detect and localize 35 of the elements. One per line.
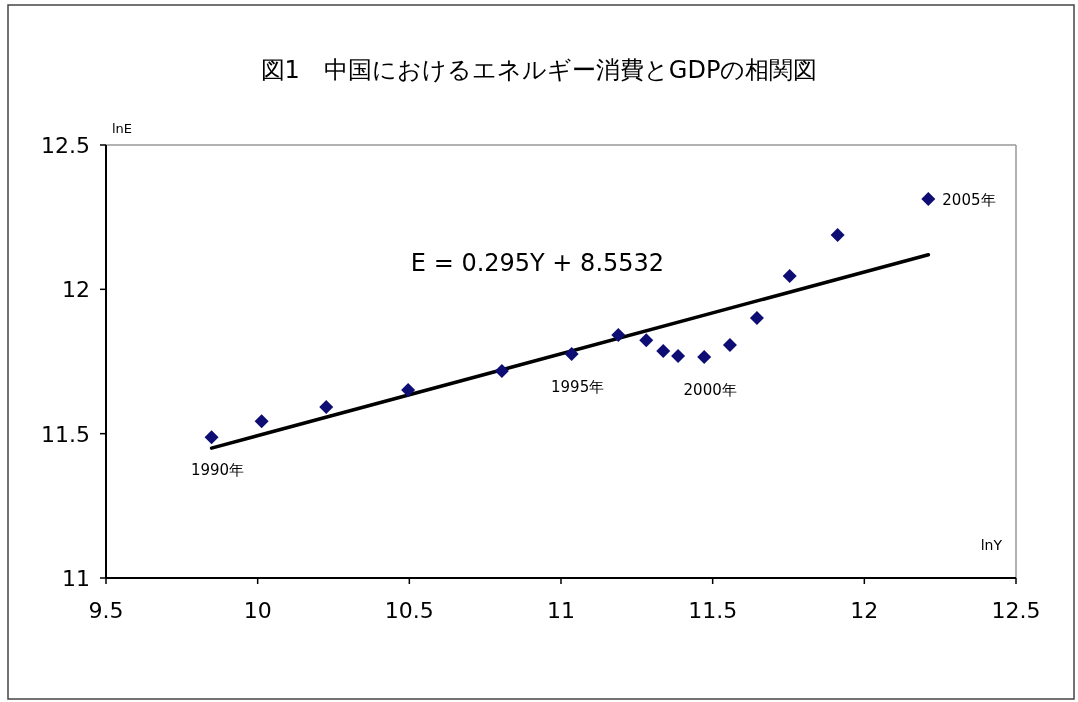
x-tick-label: 11.5 [688, 598, 738, 623]
annotation: E = 0.295Y + 8.5532 [410, 248, 665, 277]
point [611, 327, 626, 342]
y-tick-label: 12.5 [41, 133, 90, 158]
point [671, 349, 686, 364]
annotation: 1990年 [190, 461, 245, 480]
point [254, 414, 269, 429]
annotation: 1995年 [551, 377, 605, 396]
point [782, 269, 797, 284]
y-tick-label: 11.5 [41, 421, 90, 447]
x-tick-label: 10.5 [384, 598, 434, 623]
x-tick-label: 12.5 [991, 598, 1041, 623]
point [319, 400, 334, 415]
y-axis-title: lnE [112, 121, 133, 136]
y-tick-label: 11 [62, 566, 90, 591]
annotation: 2005年 [942, 190, 996, 209]
point [204, 430, 219, 445]
point [639, 333, 654, 348]
point [401, 383, 416, 398]
point [830, 228, 845, 243]
x-tick-label: 9.5 [88, 598, 124, 623]
x-tick-label: 12 [850, 598, 879, 623]
point [564, 346, 579, 361]
point [494, 364, 509, 379]
point [722, 338, 737, 353]
annotation: 2000年 [683, 380, 737, 399]
y-tick-label: 12 [62, 277, 90, 303]
x-tick-label: 10 [243, 598, 272, 623]
x-axis-title: lnY [980, 537, 1003, 553]
point [921, 191, 936, 206]
point [656, 344, 671, 359]
point [749, 310, 764, 325]
x-tick-label: 11 [547, 598, 575, 623]
point [697, 349, 712, 364]
chart-title: 図1 中国におけるエネルギー消費とGDPの相関図 [260, 56, 818, 84]
